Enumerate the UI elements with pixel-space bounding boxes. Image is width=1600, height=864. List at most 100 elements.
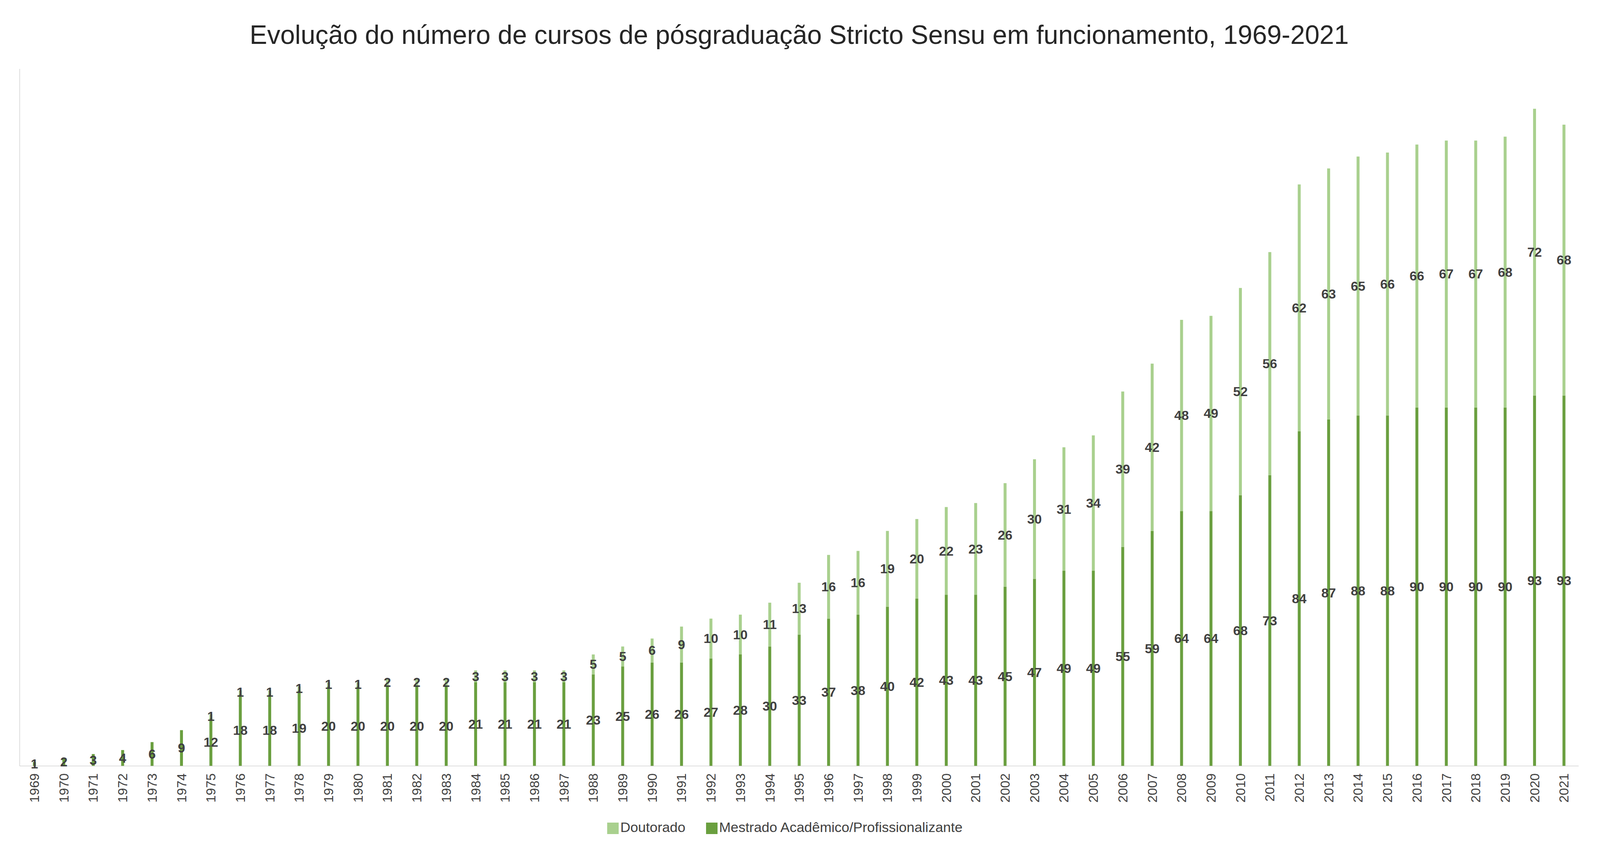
svg-text:2004: 2004 [1056, 773, 1072, 803]
svg-text:26: 26 [674, 707, 689, 723]
svg-text:90: 90 [1497, 579, 1513, 595]
svg-text:25: 25 [615, 709, 631, 725]
svg-text:2017: 2017 [1439, 773, 1454, 803]
svg-text:1999: 1999 [909, 773, 925, 803]
svg-text:1971: 1971 [85, 773, 101, 803]
svg-text:2003: 2003 [1027, 773, 1043, 803]
svg-text:1982: 1982 [409, 773, 425, 803]
svg-text:65: 65 [1350, 278, 1366, 294]
svg-text:1994: 1994 [762, 773, 778, 803]
svg-text:52: 52 [1233, 384, 1248, 400]
svg-text:2012: 2012 [1291, 773, 1307, 803]
svg-text:42: 42 [1145, 440, 1160, 455]
svg-text:2: 2 [413, 675, 421, 691]
svg-text:1: 1 [295, 681, 303, 697]
svg-text:2016: 2016 [1409, 773, 1425, 803]
svg-text:48: 48 [1174, 408, 1189, 423]
svg-text:33: 33 [791, 693, 807, 709]
svg-text:1990: 1990 [644, 773, 660, 803]
svg-text:43: 43 [939, 673, 954, 688]
svg-text:2007: 2007 [1145, 773, 1160, 803]
svg-text:1977: 1977 [262, 773, 278, 803]
svg-text:21: 21 [527, 717, 542, 732]
svg-text:20: 20 [909, 551, 925, 567]
svg-text:2009: 2009 [1203, 773, 1219, 803]
svg-text:1969: 1969 [27, 773, 42, 803]
svg-text:30: 30 [1027, 512, 1043, 527]
svg-text:13: 13 [791, 601, 807, 617]
svg-text:1997: 1997 [850, 773, 866, 803]
svg-text:2019: 2019 [1497, 773, 1513, 803]
svg-text:43: 43 [968, 673, 983, 688]
svg-text:19: 19 [291, 721, 307, 736]
svg-text:68: 68 [1556, 252, 1572, 268]
svg-text:1: 1 [236, 685, 245, 700]
svg-text:1981: 1981 [379, 773, 395, 803]
svg-text:6: 6 [148, 747, 156, 762]
svg-text:27: 27 [703, 705, 719, 720]
svg-text:68: 68 [1233, 623, 1248, 639]
svg-text:1974: 1974 [174, 773, 190, 803]
svg-text:1: 1 [266, 685, 274, 700]
svg-text:72: 72 [1527, 244, 1543, 260]
svg-text:63: 63 [1321, 286, 1337, 302]
svg-text:1972: 1972 [115, 773, 131, 803]
svg-text:2008: 2008 [1174, 773, 1189, 803]
svg-text:1989: 1989 [615, 773, 631, 803]
svg-text:2013: 2013 [1321, 773, 1337, 803]
svg-text:88: 88 [1350, 583, 1366, 599]
svg-text:49: 49 [1085, 661, 1101, 677]
svg-text:73: 73 [1262, 613, 1278, 629]
svg-text:12: 12 [203, 735, 219, 750]
svg-text:1995: 1995 [791, 773, 807, 803]
svg-text:20: 20 [350, 719, 366, 734]
svg-text:2021: 2021 [1556, 773, 1572, 803]
svg-text:1: 1 [207, 709, 215, 725]
svg-text:5: 5 [619, 649, 627, 665]
svg-text:2020: 2020 [1527, 773, 1543, 803]
svg-text:2018: 2018 [1468, 773, 1484, 803]
svg-text:64: 64 [1174, 631, 1189, 647]
svg-text:1975: 1975 [203, 773, 219, 803]
svg-text:18: 18 [262, 723, 278, 739]
svg-text:90: 90 [1468, 579, 1484, 595]
svg-text:26: 26 [997, 528, 1013, 543]
svg-text:88: 88 [1380, 583, 1395, 599]
svg-text:55: 55 [1115, 649, 1131, 665]
svg-text:39: 39 [1115, 461, 1131, 477]
svg-text:59: 59 [1145, 641, 1160, 657]
svg-text:1: 1 [324, 677, 333, 693]
svg-text:1987: 1987 [556, 773, 572, 803]
svg-text:2002: 2002 [997, 773, 1013, 803]
svg-text:1988: 1988 [585, 773, 601, 803]
svg-text:1: 1 [30, 756, 39, 772]
svg-text:21: 21 [468, 717, 484, 732]
svg-text:67: 67 [1468, 266, 1484, 282]
svg-text:26: 26 [644, 707, 660, 723]
svg-text:3: 3 [501, 669, 509, 685]
svg-text:2010: 2010 [1233, 773, 1248, 803]
svg-text:1996: 1996 [821, 773, 837, 803]
svg-text:18: 18 [233, 723, 248, 739]
svg-text:3: 3 [560, 669, 568, 685]
svg-text:68: 68 [1497, 265, 1513, 280]
svg-text:45: 45 [997, 669, 1013, 685]
svg-text:2: 2 [60, 754, 68, 770]
svg-text:3: 3 [471, 669, 480, 685]
svg-text:1978: 1978 [291, 773, 307, 803]
svg-text:42: 42 [909, 675, 925, 691]
svg-text:6: 6 [648, 643, 656, 659]
svg-text:1984: 1984 [468, 773, 484, 803]
svg-text:23: 23 [968, 541, 983, 557]
svg-text:49: 49 [1203, 406, 1219, 421]
svg-text:1: 1 [354, 677, 362, 693]
svg-text:1991: 1991 [674, 773, 689, 803]
svg-text:93: 93 [1556, 573, 1572, 589]
svg-text:23: 23 [585, 713, 601, 728]
svg-text:9: 9 [177, 740, 186, 756]
svg-text:3: 3 [89, 753, 97, 768]
svg-text:1986: 1986 [527, 773, 542, 803]
svg-text:10: 10 [733, 627, 748, 643]
svg-text:30: 30 [762, 699, 778, 714]
svg-text:20: 20 [379, 719, 395, 734]
